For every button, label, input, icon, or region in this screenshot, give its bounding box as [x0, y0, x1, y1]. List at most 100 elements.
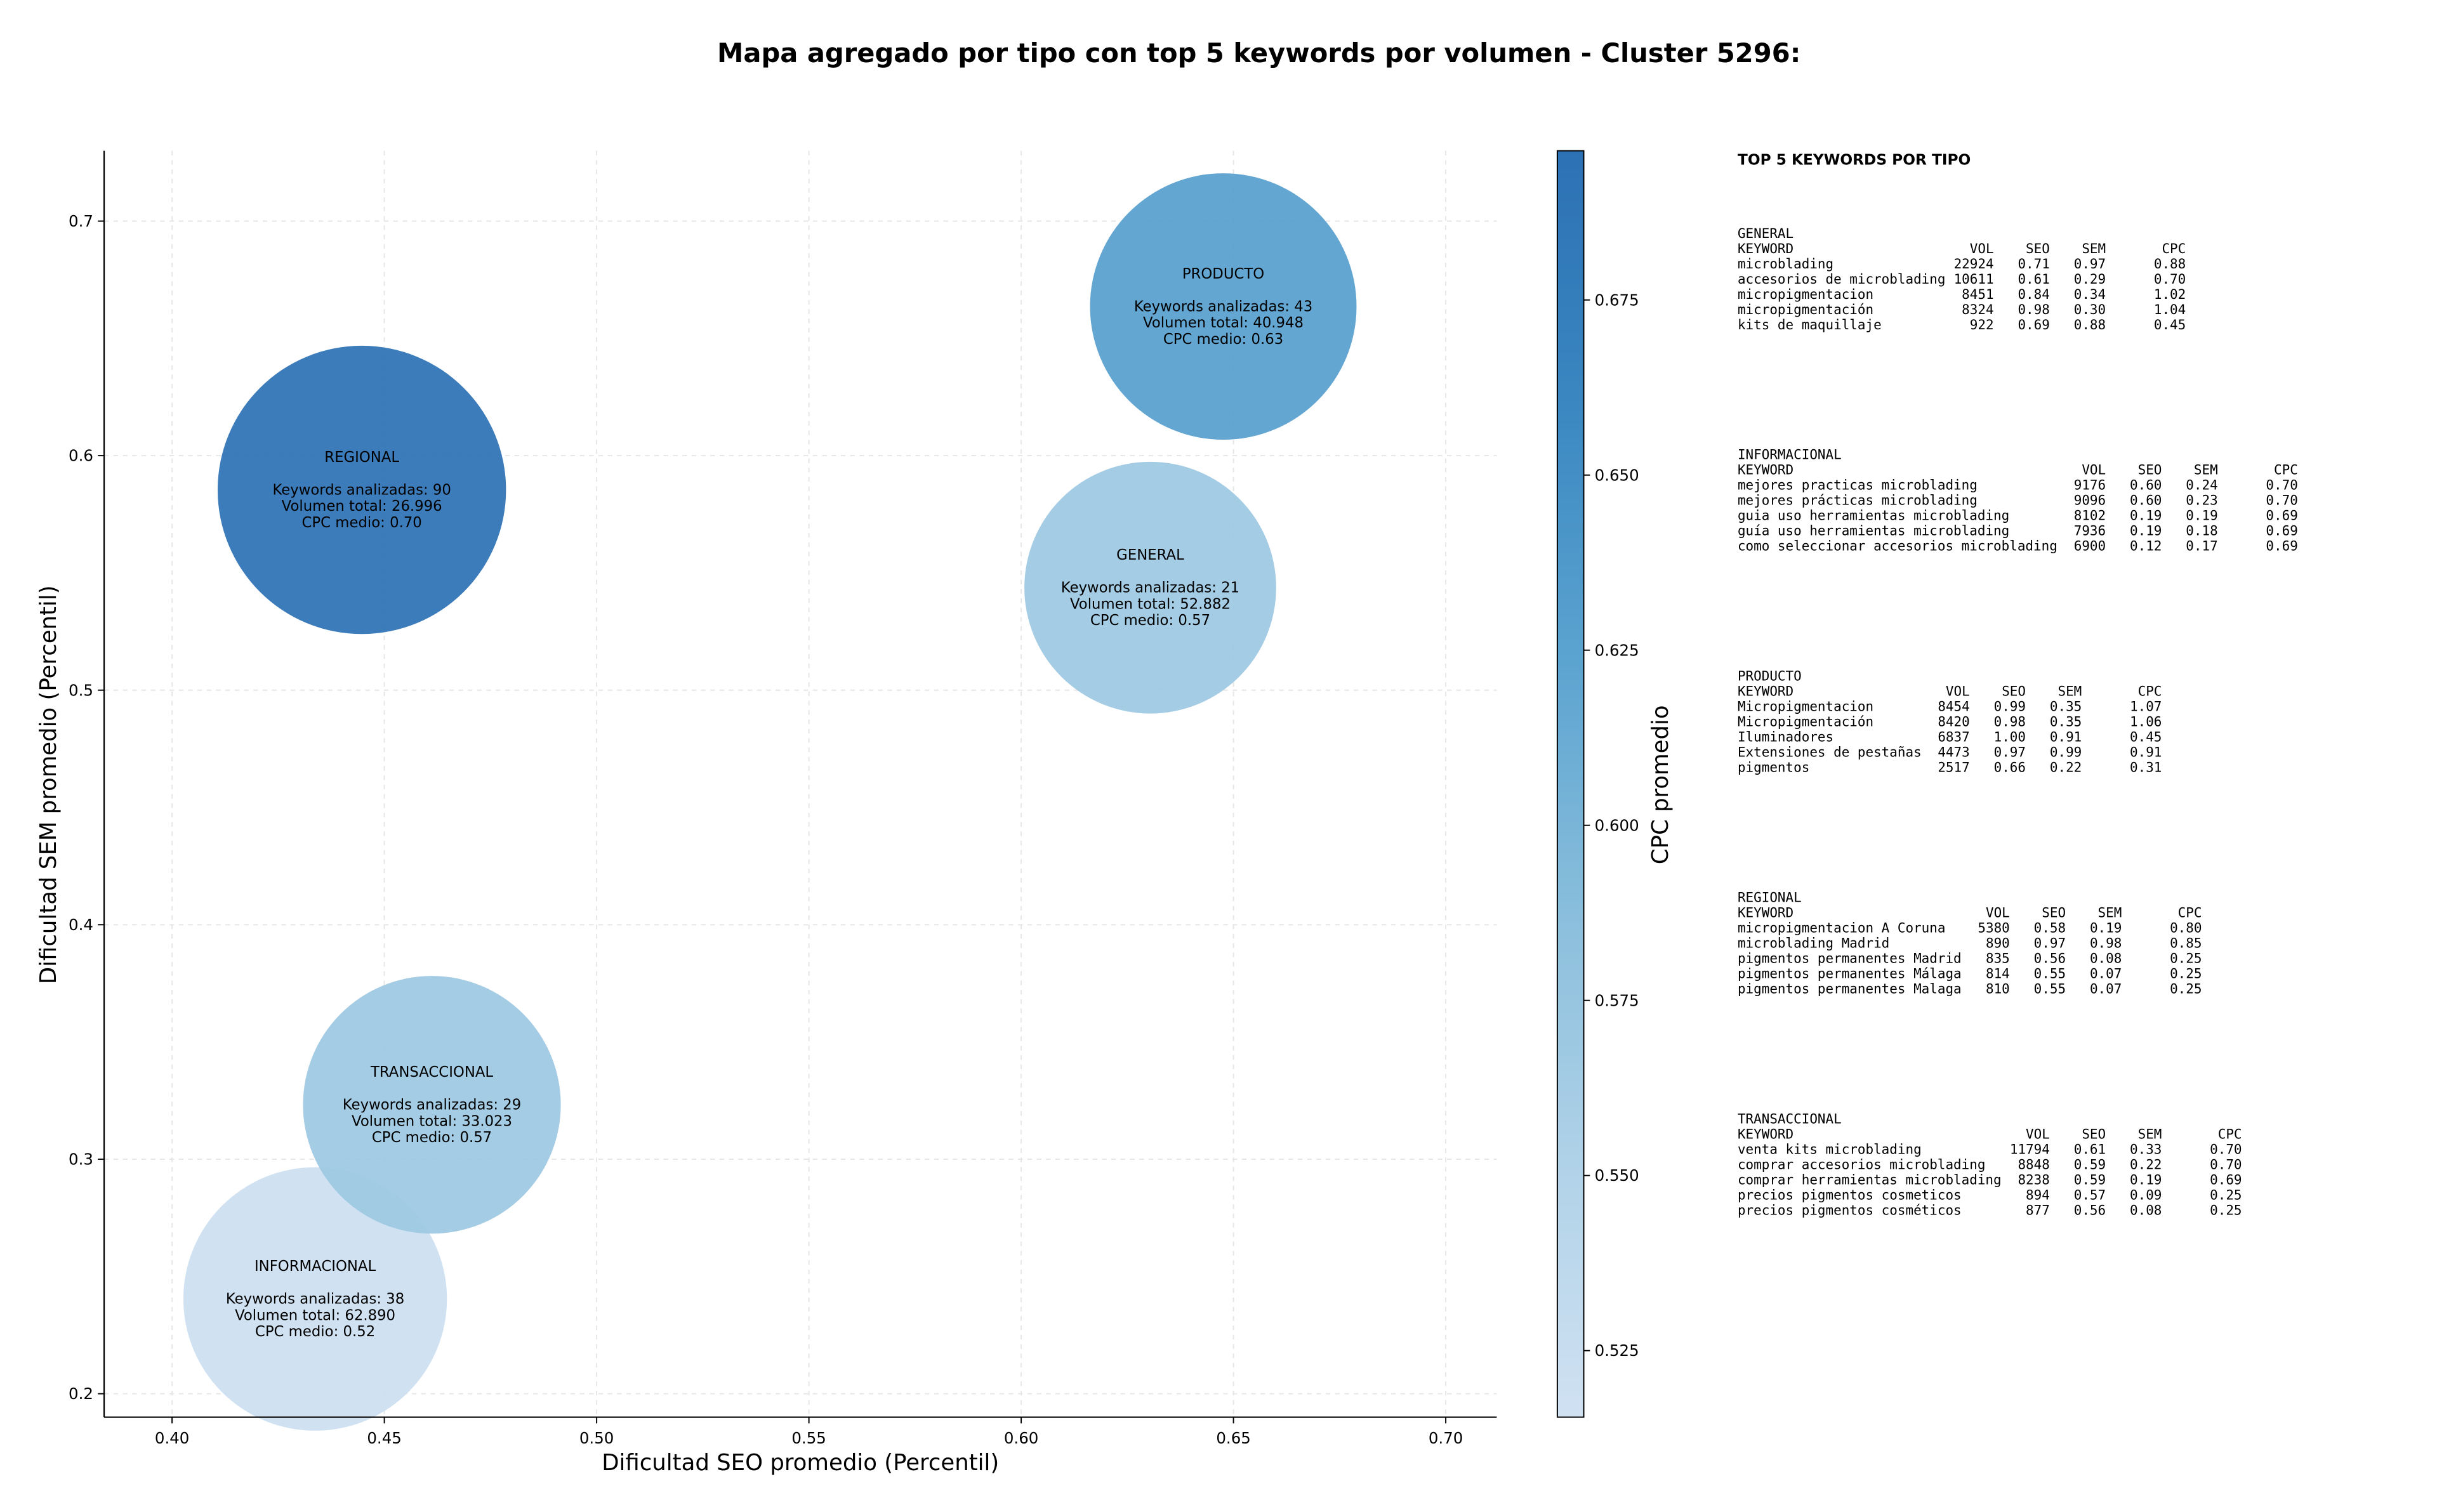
table-title: GENERAL [1738, 226, 1793, 241]
table-cell: 0.97 [2034, 936, 2066, 951]
table-cell: 0.19 [2130, 1173, 2162, 1188]
table-cell: 0.97 [2074, 256, 2106, 272]
bubble-info: CPC medio: 0.57 [1090, 612, 1210, 629]
bubble-info: Keywords analizadas: 43 [1134, 298, 1312, 315]
bubble-info: Volumen total: 33.023 [352, 1113, 512, 1129]
table-cell: 1.00 [1994, 730, 2026, 745]
table-cell: 0.98 [2018, 302, 2049, 317]
bubble-name: PRODUCTO [1182, 266, 1264, 282]
colorbar-tick-label: 0.625 [1595, 641, 1639, 659]
bubble-info: Keywords analizadas: 21 [1061, 580, 1239, 596]
table-cell: 0.08 [2130, 1203, 2162, 1218]
bubble [183, 1167, 447, 1431]
bubble-info-label: Keywords analizadas: [1134, 298, 1290, 315]
colorbar-tick-label: 0.650 [1595, 466, 1639, 484]
bubble-info-value: 52.882 [1180, 596, 1231, 612]
bubble-info-value: 26.996 [392, 498, 442, 515]
table-header: VOL [2026, 1127, 2050, 1142]
x-tick-label: 0.65 [1216, 1429, 1250, 1447]
table-cell: 0.29 [2074, 272, 2106, 287]
table-cell: 2517 [1938, 760, 1969, 775]
bubble [1090, 173, 1357, 440]
table-cell: 0.57 [2074, 1188, 2106, 1203]
table-cell: 0.71 [2018, 256, 2049, 272]
table-cell: 0.22 [2050, 760, 2082, 775]
table-cell: 6900 [2074, 539, 2106, 554]
table-cell: 0.25 [2210, 1188, 2242, 1203]
colorbar-tick-label: 0.550 [1595, 1166, 1639, 1185]
table-cell: pigmentos permanentes Malaga [1738, 982, 1962, 997]
y-tick-label: 0.2 [69, 1384, 93, 1403]
bubble-info-value: 0.52 [343, 1324, 376, 1340]
table-cell: 835 [1986, 951, 2010, 966]
table-cell: microblading Madrid [1738, 936, 1889, 951]
table-cell: 8420 [1938, 714, 1969, 730]
table-header: CPC [2274, 463, 2298, 478]
bubble-info: Volumen total: 52.882 [1070, 596, 1231, 612]
bubble-info: CPC medio: 0.57 [372, 1129, 492, 1146]
table-cell: Iluminadores [1738, 730, 1833, 745]
table-cell: 0.22 [2130, 1157, 2162, 1173]
table-title: PRODUCTO [1738, 669, 1802, 684]
table-header: KEYWORD [1738, 1127, 1793, 1142]
table-header: CPC [2218, 1127, 2242, 1142]
bubble-info-label: CPC medio: [302, 515, 385, 531]
table-cell: 0.23 [2186, 493, 2217, 508]
table-cell: 877 [2026, 1203, 2050, 1218]
table-cell: 0.25 [2170, 966, 2202, 982]
table-cell: 0.99 [1994, 699, 2026, 714]
table-cell: 0.19 [2130, 508, 2162, 523]
bubble-info-value: 21 [1221, 580, 1239, 596]
table-cell: 0.69 [2266, 523, 2297, 539]
table-header: CPC [2162, 241, 2186, 256]
table-header: VOL [1946, 684, 1970, 699]
table-header: CPC [2138, 684, 2162, 699]
table-cell: 0.98 [1994, 714, 2026, 730]
table-cell: 0.60 [2130, 493, 2162, 508]
table-cell: 0.69 [2266, 508, 2297, 523]
bubble-info-label: CPC medio: [255, 1324, 338, 1340]
table-cell: 0.45 [2130, 730, 2162, 745]
table-cell: 0.35 [2050, 699, 2082, 714]
table-cell: 9176 [2074, 478, 2106, 493]
table-cell: 1.04 [2154, 302, 2186, 317]
chart-title: Mapa agregado por tipo con top 5 keyword… [717, 37, 1800, 69]
bubble-info-value: 0.57 [1178, 612, 1210, 629]
bubble-info-value: 0.57 [459, 1129, 492, 1146]
table-cell: 0.69 [2266, 539, 2297, 554]
table-header: SEO [2082, 1127, 2106, 1142]
table-cell: 0.25 [2170, 951, 2202, 966]
colorbar-tick-label: 0.575 [1595, 991, 1639, 1009]
table-cell: micropigmentación [1738, 302, 1873, 317]
table-cell: 814 [1986, 966, 2010, 982]
table-cell: 0.70 [2266, 493, 2297, 508]
table-cell: 8324 [1962, 302, 1993, 317]
table-cell: 22924 [1954, 256, 1994, 272]
table-cell: Micropigmentacion [1738, 699, 1873, 714]
bubble [217, 345, 506, 634]
table-cell: kits de maquillaje [1738, 317, 1882, 332]
table-cell: 894 [2026, 1188, 2050, 1203]
table-cell: 0.56 [2074, 1203, 2106, 1218]
colorbar-tick-label: 0.525 [1595, 1341, 1639, 1360]
table-header: SEM [2098, 905, 2122, 921]
bubble-info-value: 90 [433, 482, 451, 498]
bubble-name: INFORMACIONAL [254, 1258, 376, 1275]
table-header: KEYWORD [1738, 684, 1793, 699]
bubble-info-value: 33.023 [461, 1113, 512, 1129]
table-cell: 5380 [1978, 921, 2009, 936]
table-cell: 0.30 [2074, 302, 2106, 317]
table-cell: 0.07 [2090, 966, 2122, 982]
table-cell: 0.07 [2090, 982, 2122, 997]
colorbar [1556, 150, 1585, 1418]
table-header: SEO [2042, 905, 2066, 921]
table-cell: 0.91 [2050, 730, 2082, 745]
y-tick-label: 0.7 [69, 212, 93, 230]
x-tick-label: 0.60 [1004, 1429, 1038, 1447]
table-title: TRANSACCIONAL [1738, 1112, 1842, 1127]
table-cell: precios pigmentos cosméticos [1738, 1203, 1962, 1218]
bubble-info-value: 0.63 [1251, 331, 1283, 348]
table-cell: 0.70 [2266, 478, 2297, 493]
table-cell: 0.45 [2154, 317, 2186, 332]
table-cell: 0.33 [2130, 1142, 2162, 1157]
